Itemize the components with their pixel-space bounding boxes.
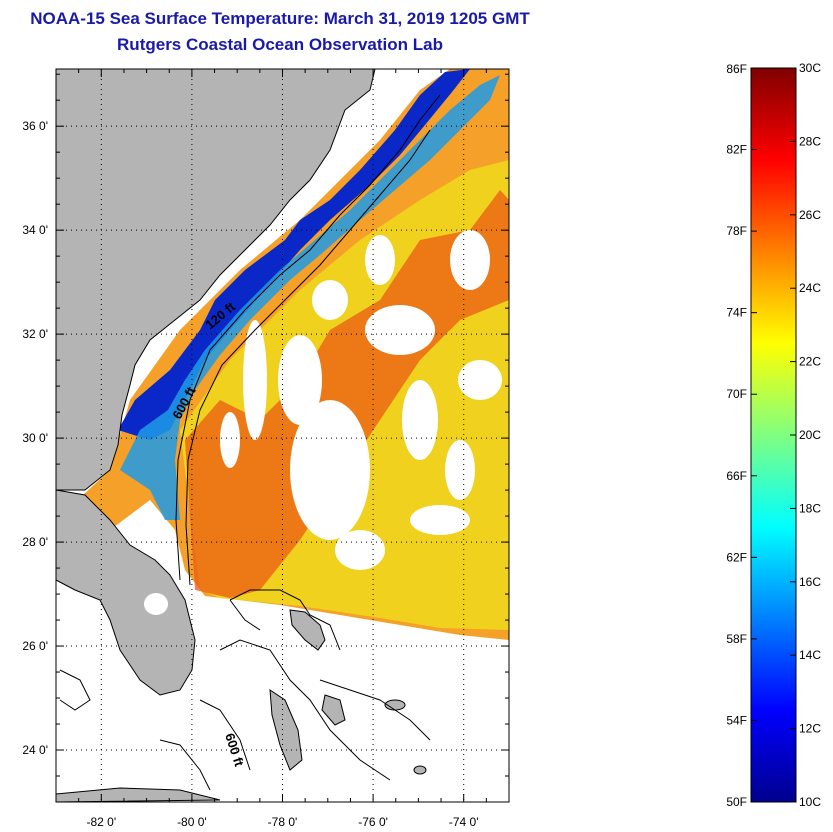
- lake-okeechobee: [144, 593, 168, 615]
- lon-tick-label: -78 0': [268, 815, 298, 829]
- colorbar-f-label: 82F: [726, 143, 747, 157]
- lon-tick-label: -80 0': [177, 815, 207, 829]
- bahamas-islands: [56, 609, 427, 802]
- bathymetry-contours: [59, 94, 441, 791]
- colorbar-c-label: 14C: [799, 648, 821, 662]
- cold-nearshore-band: [118, 69, 470, 440]
- colorbar-f-label: 58F: [726, 632, 747, 646]
- lat-tick-label: 32 0': [22, 327, 48, 341]
- axis-ticks: -82 0' -80 0' -78 0' -76 0' -74 0' 24 0' 26 0'…: [22, 69, 510, 829]
- colorbar-ticks: 86F 82F 78F 74F 70F 66F 62F 58F 54F 50F 30C 28C 26C 2…: [726, 61, 821, 809]
- map-subtitle: Rutgers Coastal Ocean Observation Lab: [117, 35, 443, 54]
- colorbar-c-label: 18C: [799, 501, 821, 515]
- colorbar-c-label: 30C: [799, 61, 821, 75]
- colorbar-f-label: 50F: [726, 795, 747, 809]
- lat-tick-label: 36 0': [22, 119, 48, 133]
- cloud-cover: [220, 230, 502, 570]
- cool-band: [120, 75, 500, 520]
- land-mainland: [56, 69, 376, 696]
- lat-tick-label: 34 0': [22, 223, 48, 237]
- colorbar-c-label: 10C: [799, 795, 821, 809]
- colorbar-f-label: 78F: [726, 224, 747, 238]
- colorbar-c-label: 12C: [799, 722, 821, 736]
- lat-tick-label: 24 0': [22, 743, 48, 757]
- colorbar-f-label: 62F: [726, 550, 747, 564]
- lon-tick-label: -74 0': [449, 815, 479, 829]
- lon-tick-label: -76 0': [358, 815, 388, 829]
- lon-tick-label: -82 0': [86, 815, 116, 829]
- colorbar-f-label: 54F: [726, 713, 747, 727]
- map-title: NOAA-15 Sea Surface Temperature: March 3…: [30, 9, 530, 28]
- colorbar-c-label: 16C: [799, 575, 821, 589]
- colorbar-c-label: 20C: [799, 428, 821, 442]
- colorbar-f-label: 86F: [726, 62, 747, 76]
- colorbar-f-label: 74F: [726, 306, 747, 320]
- graticule: [56, 69, 509, 802]
- lat-tick-label: 28 0': [22, 535, 48, 549]
- colorbar-f-label: 70F: [726, 387, 747, 401]
- hot-water-region: [185, 190, 509, 598]
- colorbar-f-label: 66F: [726, 469, 747, 483]
- colorbar-c-label: 22C: [799, 355, 821, 369]
- colorbar-c-label: 28C: [799, 134, 821, 148]
- colorbar-gradient: [750, 67, 797, 803]
- lat-tick-label: 30 0': [22, 431, 48, 445]
- colorbar-c-label: 24C: [799, 281, 821, 295]
- colorbar-c-label: 26C: [799, 208, 821, 222]
- lat-tick-label: 26 0': [22, 639, 48, 653]
